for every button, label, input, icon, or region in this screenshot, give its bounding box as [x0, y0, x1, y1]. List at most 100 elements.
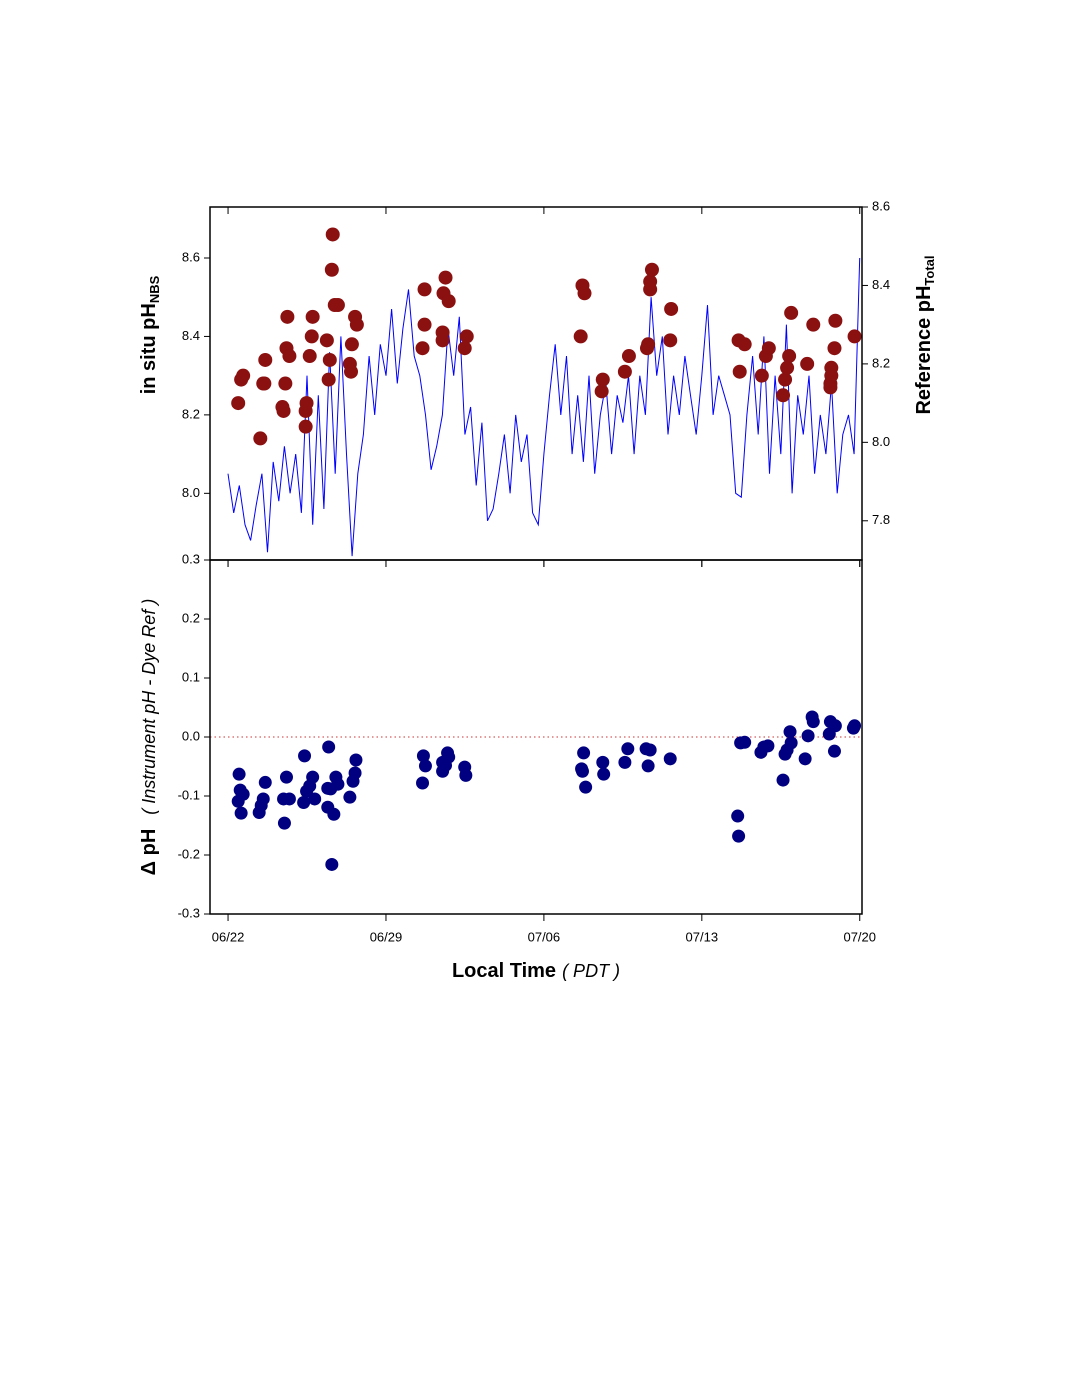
point: [575, 762, 589, 776]
x-tick-label: 07/06: [528, 929, 561, 944]
point: [664, 301, 679, 316]
point: [234, 806, 248, 820]
y2-axis-label-sub: Total: [922, 255, 937, 285]
point: [415, 341, 430, 356]
point: [737, 337, 752, 352]
point: [621, 349, 636, 364]
point: [643, 743, 657, 757]
x-axis-label-main: Local Time: [452, 960, 556, 982]
point: [776, 773, 790, 787]
point: [459, 329, 474, 344]
point: [417, 282, 432, 297]
y-tick-label: -0.2: [178, 846, 200, 861]
y2-tick-label: 8.4: [872, 277, 890, 292]
point: [800, 356, 815, 371]
line: [227, 257, 861, 557]
y2-tick-label: 8.6: [872, 198, 890, 213]
point: [325, 857, 339, 871]
point: [823, 380, 838, 395]
point: [596, 755, 610, 769]
point: [435, 333, 450, 348]
point: [253, 431, 268, 446]
point: [278, 376, 293, 391]
point: [256, 376, 271, 391]
point: [754, 368, 769, 383]
point: [438, 270, 453, 285]
point: [761, 341, 776, 356]
point: [299, 396, 314, 411]
point: [579, 780, 593, 794]
y-tick-label: -0.3: [178, 905, 200, 920]
point: [416, 776, 430, 790]
y2-tick-label: 8.0: [872, 434, 890, 449]
point: [331, 777, 345, 791]
point: [617, 364, 632, 379]
point: [577, 746, 591, 760]
point: [325, 227, 340, 242]
point: [644, 262, 659, 277]
point: [256, 792, 270, 806]
point: [783, 725, 797, 739]
point: [641, 337, 656, 352]
point: [573, 329, 588, 344]
point: [232, 767, 246, 781]
point: [442, 750, 456, 764]
point: [801, 729, 815, 743]
point: [277, 816, 291, 830]
y-tick-label: -0.1: [178, 787, 200, 802]
point: [416, 749, 430, 763]
point: [663, 752, 677, 766]
point: [236, 787, 250, 801]
y-axis-label: in situ pHNBS: [138, 275, 162, 394]
point: [761, 739, 775, 753]
plot-frame: [209, 559, 863, 915]
y-tick-label: 0.1: [182, 669, 200, 684]
point: [343, 790, 357, 804]
point: [827, 341, 842, 356]
y2-tick-label: 7.8: [872, 512, 890, 527]
point: [824, 368, 839, 383]
y-axis-label-sub: NBS: [147, 275, 162, 303]
point: [597, 767, 611, 781]
point: [643, 274, 658, 289]
point: [306, 770, 320, 784]
point: [282, 349, 297, 364]
point: [618, 755, 632, 769]
y-tick-label: 0.0: [182, 728, 200, 743]
x-axis-label: Local Time ( PDT ): [452, 960, 620, 982]
y2-tick-label: 8.2: [872, 355, 890, 370]
point: [784, 736, 798, 750]
point: [319, 333, 334, 348]
point: [418, 759, 432, 773]
point: [577, 286, 592, 301]
point: [298, 749, 312, 763]
point: [258, 775, 272, 789]
point: [298, 419, 313, 434]
point: [441, 294, 456, 309]
point: [276, 403, 291, 418]
point: [279, 770, 293, 784]
y-tick-label: 0.3: [182, 551, 200, 566]
point: [302, 349, 317, 364]
point: [846, 721, 860, 735]
point: [778, 372, 793, 387]
y-tick-label: 0.2: [182, 610, 200, 625]
x-tick-label: 07/20: [843, 929, 876, 944]
x-tick-label: 06/22: [212, 929, 245, 944]
point: [321, 372, 336, 387]
point: [828, 313, 843, 328]
point: [330, 298, 345, 313]
point: [282, 792, 296, 806]
point: [780, 360, 795, 375]
x-axis-label-unit: ( PDT ): [562, 961, 620, 981]
point: [847, 329, 862, 344]
point: [663, 333, 678, 348]
point: [806, 317, 821, 332]
point: [776, 388, 791, 403]
point: [348, 766, 362, 780]
y-tick-label: 8.2: [182, 406, 200, 421]
y2-axis-label: Reference pHTotal: [913, 255, 937, 414]
point: [349, 317, 364, 332]
